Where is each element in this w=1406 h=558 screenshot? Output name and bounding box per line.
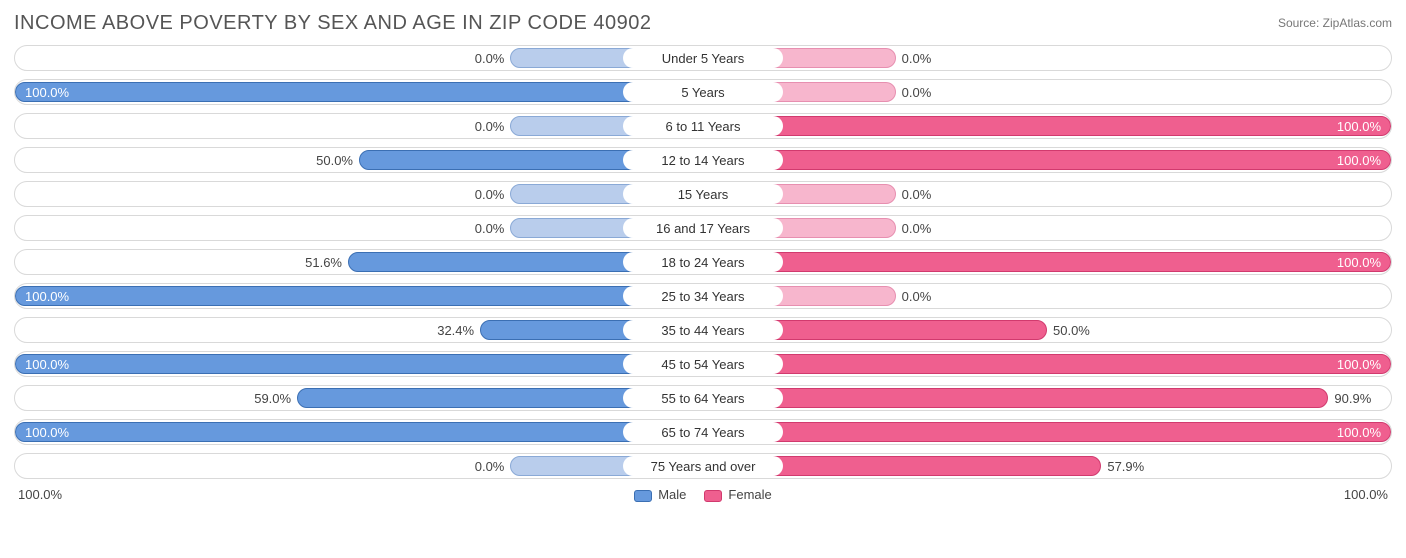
male-value: 32.4% xyxy=(437,318,474,343)
table-row: 0.0% 57.9% 75 Years and over xyxy=(14,453,1392,479)
female-value: 100.0% xyxy=(1337,250,1381,275)
category-label: 75 Years and over xyxy=(623,456,783,476)
female-value: 100.0% xyxy=(1337,148,1381,173)
legend-male: Male xyxy=(634,487,686,502)
female-value: 0.0% xyxy=(902,284,932,309)
category-label: 5 Years xyxy=(623,82,783,102)
male-value: 59.0% xyxy=(254,386,291,411)
female-bar xyxy=(703,252,1391,272)
chart-title: INCOME ABOVE POVERTY BY SEX AND AGE IN Z… xyxy=(14,12,651,35)
table-row: 0.0% 100.0% 6 to 11 Years xyxy=(14,113,1392,139)
male-value: 0.0% xyxy=(475,216,505,241)
table-row: 100.0% 100.0% 45 to 54 Years xyxy=(14,351,1392,377)
male-bar xyxy=(15,354,703,374)
male-value: 100.0% xyxy=(25,352,69,377)
category-label: 55 to 64 Years xyxy=(623,388,783,408)
category-label: 16 and 17 Years xyxy=(623,218,783,238)
table-row: 50.0% 100.0% 12 to 14 Years xyxy=(14,147,1392,173)
legend-male-label: Male xyxy=(658,487,686,502)
female-bar xyxy=(703,354,1391,374)
female-bar xyxy=(703,422,1391,442)
male-value: 0.0% xyxy=(475,454,505,479)
chart-source: Source: ZipAtlas.com xyxy=(1278,12,1392,30)
legend-female-label: Female xyxy=(728,487,771,502)
male-bar xyxy=(15,422,703,442)
category-label: 45 to 54 Years xyxy=(623,354,783,374)
category-label: 65 to 74 Years xyxy=(623,422,783,442)
table-row: 100.0% 100.0% 65 to 74 Years xyxy=(14,419,1392,445)
table-row: 32.4% 50.0% 35 to 44 Years xyxy=(14,317,1392,343)
male-value: 100.0% xyxy=(25,284,69,309)
category-label: 25 to 34 Years xyxy=(623,286,783,306)
male-bar xyxy=(15,82,703,102)
male-value: 100.0% xyxy=(25,80,69,105)
table-row: 0.0% 0.0% 16 and 17 Years xyxy=(14,215,1392,241)
male-value: 51.6% xyxy=(305,250,342,275)
female-value: 100.0% xyxy=(1337,420,1381,445)
category-label: Under 5 Years xyxy=(623,48,783,68)
table-row: 0.0% 0.0% 15 Years xyxy=(14,181,1392,207)
female-value: 0.0% xyxy=(902,216,932,241)
pyramid-chart: 0.0% 0.0% Under 5 Years 100.0% 0.0% 5 Years 0.… xyxy=(14,45,1392,479)
category-label: 12 to 14 Years xyxy=(623,150,783,170)
table-row: 100.0% 0.0% 5 Years xyxy=(14,79,1392,105)
male-bar xyxy=(15,286,703,306)
male-value: 0.0% xyxy=(475,114,505,139)
male-value: 50.0% xyxy=(316,148,353,173)
female-bar xyxy=(703,150,1391,170)
table-row: 0.0% 0.0% Under 5 Years xyxy=(14,45,1392,71)
female-value: 100.0% xyxy=(1337,114,1381,139)
chart-header: INCOME ABOVE POVERTY BY SEX AND AGE IN Z… xyxy=(14,12,1392,35)
male-value: 0.0% xyxy=(475,182,505,207)
chart-footer: 100.0% Male Female 100.0% xyxy=(14,487,1392,502)
category-label: 15 Years xyxy=(623,184,783,204)
female-value: 57.9% xyxy=(1107,454,1144,479)
female-bar xyxy=(703,116,1391,136)
female-bar xyxy=(703,388,1328,408)
category-label: 18 to 24 Years xyxy=(623,252,783,272)
table-row: 51.6% 100.0% 18 to 24 Years xyxy=(14,249,1392,275)
axis-right-max: 100.0% xyxy=(1344,487,1388,502)
female-value: 50.0% xyxy=(1053,318,1090,343)
table-row: 59.0% 90.9% 55 to 64 Years xyxy=(14,385,1392,411)
female-value: 100.0% xyxy=(1337,352,1381,377)
table-row: 100.0% 0.0% 25 to 34 Years xyxy=(14,283,1392,309)
legend: Male Female xyxy=(634,487,772,502)
category-label: 6 to 11 Years xyxy=(623,116,783,136)
female-value: 0.0% xyxy=(902,182,932,207)
male-value: 100.0% xyxy=(25,420,69,445)
female-value: 90.9% xyxy=(1334,386,1371,411)
male-swatch-icon xyxy=(634,490,652,502)
female-swatch-icon xyxy=(704,490,722,502)
legend-female: Female xyxy=(704,487,771,502)
category-label: 35 to 44 Years xyxy=(623,320,783,340)
female-value: 0.0% xyxy=(902,46,932,71)
female-value: 0.0% xyxy=(902,80,932,105)
axis-left-max: 100.0% xyxy=(18,487,62,502)
male-value: 0.0% xyxy=(475,46,505,71)
